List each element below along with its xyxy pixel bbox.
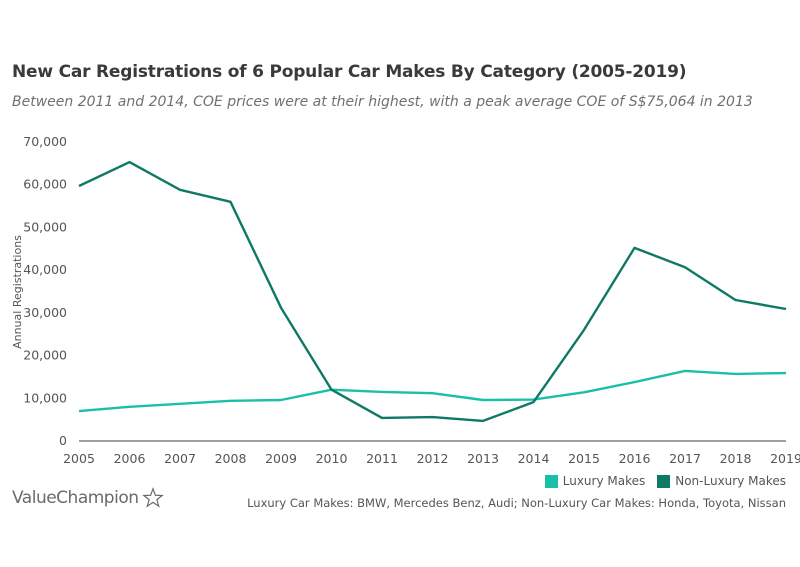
x-tick-label: 2007 [164,451,196,466]
y-tick-label: 60,000 [23,177,67,192]
chart-subtitle: Between 2011 and 2014, COE prices were a… [12,94,753,110]
x-tick-label: 2009 [265,451,297,466]
y-axis-label: Annual Registrations [11,235,24,349]
legend-label-luxury: Luxury Makes [562,474,646,488]
y-tick-label: 10,000 [23,390,67,405]
legend-swatch-luxury [544,474,558,488]
y-tick-label: 70,000 [23,134,67,149]
star-outline-icon [141,487,164,508]
y-tick-label: 50,000 [23,219,67,234]
x-tick-label: 2006 [114,451,146,466]
x-tick-label: 2016 [619,451,651,466]
y-tick-label: 0 [59,433,67,448]
y-tick-label: 20,000 [23,348,67,363]
legend: Luxury Makes Non-Luxury Makes [544,474,786,488]
legend-label-non-luxury: Non-Luxury Makes [675,474,786,488]
legend-swatch-non-luxury [657,474,671,488]
x-tick-label: 2019 [770,451,800,466]
x-tick-label: 2017 [669,451,701,466]
x-tick-label: 2011 [366,451,398,466]
chart-title: New Car Registrations of 6 Popular Car M… [12,62,687,82]
series-line-luxury-makes [78,369,787,413]
x-tick-label: 2014 [518,451,550,466]
y-tick-label: 40,000 [23,262,67,277]
y-axis-ticks: 0 10,000 20,000 30,000 40,000 50,000 60,000 70,… [23,134,67,448]
x-tick-label: 2015 [568,451,600,466]
x-tick-label: 2013 [467,451,499,466]
series-line-non-luxury-makes [78,160,787,423]
footnote: Luxury Car Makes: BMW, Mercedes Benz, Au… [247,496,786,510]
y-tick-label: 30,000 [23,305,67,320]
x-tick-label: 2008 [215,451,247,466]
x-tick-label: 2010 [316,451,348,466]
brand-name: ValueChampion [12,488,139,508]
brand-logo: ValueChampion [12,487,164,509]
legend-item-non-luxury: Non-Luxury Makes [657,474,786,488]
x-tick-label: 2018 [720,451,752,466]
x-tick-label: 2005 [63,451,95,466]
x-axis-ticks: 2005 2006 2007 2008 2009 2010 2011 2012 2013 2014… [63,451,800,466]
legend-item-luxury: Luxury Makes [544,474,646,488]
x-tick-label: 2012 [417,451,449,466]
series-lines [78,160,787,423]
